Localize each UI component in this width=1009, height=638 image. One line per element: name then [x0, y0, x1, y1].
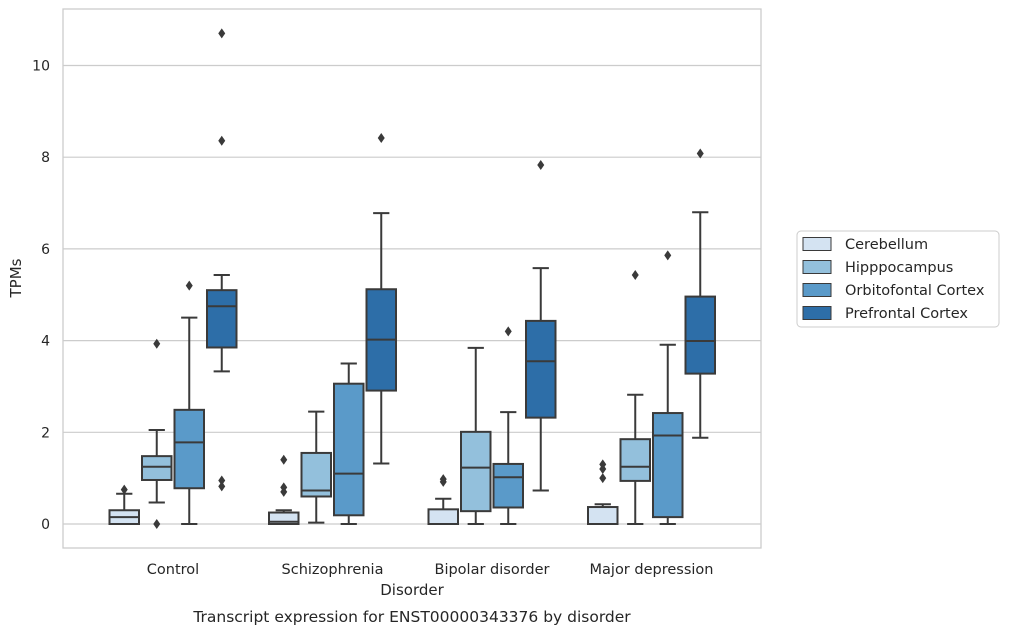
y-tick-label: 2	[41, 425, 50, 441]
box-group	[300, 410, 332, 524]
x-tick-label: Bipolar disorder	[435, 562, 550, 578]
x-tick-label: Control	[147, 562, 199, 578]
legend-label: Cerebellum	[845, 237, 928, 253]
legend-label: Hipppocampus	[845, 260, 953, 276]
box	[460, 430, 492, 513]
y-tick-label: 0	[41, 517, 50, 533]
y-axis-label: TPMs	[7, 258, 25, 298]
outlier-point	[153, 519, 161, 529]
box-group	[652, 250, 684, 525]
y-tick-label: 4	[41, 334, 50, 350]
outlier-point	[377, 132, 385, 143]
legend-label: Orbitofontal Cortex	[845, 283, 985, 299]
x-tick-label: Major depression	[590, 562, 714, 578]
outlier-point	[218, 135, 226, 146]
box-group	[365, 132, 397, 465]
legend: Cerebellum Hipppocampus Orbitofontal Corte…	[796, 230, 1000, 328]
outlier-point	[280, 482, 288, 493]
outlier-point	[185, 280, 193, 291]
chart-caption: Transcript expression for ENST0000034337…	[192, 608, 631, 626]
outlier-point	[631, 270, 639, 281]
legend-frame	[796, 230, 1000, 328]
box	[652, 412, 684, 519]
y-tick-label: 6	[41, 242, 50, 258]
box-series	[108, 28, 716, 529]
box	[587, 506, 619, 525]
box-group	[268, 454, 300, 525]
outlier-point	[280, 454, 288, 465]
legend-swatch	[802, 260, 832, 274]
outlier-point	[153, 338, 161, 349]
outlier-point	[439, 474, 447, 485]
legend-label: Prefrontal Cortex	[845, 306, 968, 322]
outlier-point	[599, 459, 607, 470]
outlier-point	[664, 250, 672, 261]
box-group	[173, 280, 205, 525]
box	[300, 451, 332, 498]
box	[684, 295, 716, 375]
x-tick-labels: Control Schizophrenia Bipolar disorder Majo…	[147, 562, 714, 578]
box	[427, 508, 459, 526]
y-tick-labels: 0 2 4 6 8 10	[32, 59, 50, 534]
outlier-point	[218, 28, 226, 39]
outlier-point	[504, 326, 512, 337]
box-group	[525, 159, 557, 492]
outlier-point	[120, 484, 128, 495]
box-group	[619, 270, 651, 525]
box	[206, 289, 238, 349]
x-axis-label: Disorder	[380, 581, 444, 599]
box	[173, 408, 205, 490]
y-tick-label: 10	[32, 59, 50, 75]
box-group	[206, 28, 238, 492]
legend-swatch	[802, 306, 832, 320]
outlier-point	[218, 481, 226, 492]
outlier-point	[599, 473, 607, 484]
box-group	[427, 474, 459, 526]
box	[141, 455, 173, 481]
box-group	[333, 362, 365, 525]
box	[525, 319, 557, 419]
box	[268, 511, 300, 525]
plot-frame	[62, 8, 762, 549]
box-group	[108, 484, 140, 525]
outlier-point	[537, 159, 545, 170]
legend-swatch	[802, 237, 832, 251]
y-tick-label: 8	[41, 150, 50, 166]
legend-swatch	[802, 283, 832, 297]
box-group	[492, 326, 524, 525]
box-group	[587, 459, 619, 525]
box-group	[460, 346, 492, 525]
box	[619, 438, 651, 482]
outlier-point	[218, 475, 226, 486]
box-group	[141, 338, 173, 529]
x-tick-label: Schizophrenia	[282, 562, 384, 578]
box-group	[684, 148, 716, 439]
outlier-point	[696, 148, 704, 159]
box	[492, 462, 524, 509]
box	[333, 382, 365, 517]
